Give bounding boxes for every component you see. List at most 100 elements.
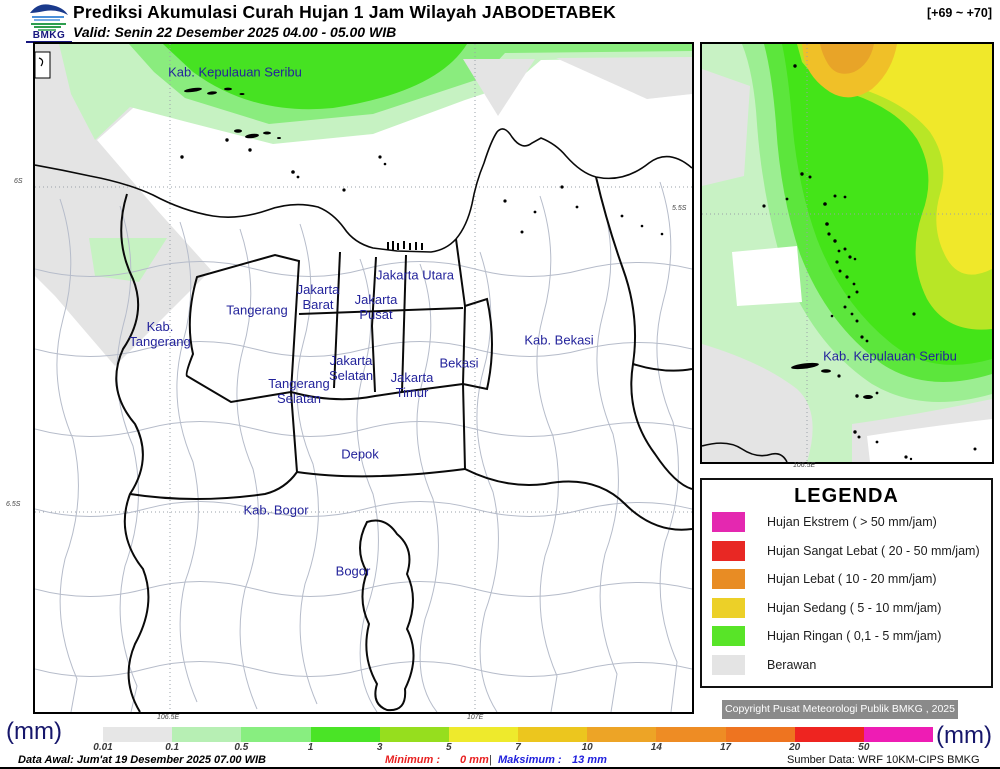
legend-item-0: Hujan Ekstrem ( > 50 mm/jam) <box>702 508 991 537</box>
legend-rows: Hujan Ekstrem ( > 50 mm/jam) Hujan Sangat… <box>702 508 991 679</box>
inset-island-marks <box>762 64 977 461</box>
main-map-lat-label-65s: 6.5S <box>6 501 21 508</box>
colorbar-tick-7: 7 <box>515 742 521 753</box>
bottom-border-line <box>0 767 1000 769</box>
colorbar-tick-20: 20 <box>789 742 801 753</box>
main-map-lon-label-1065e: 106.5E <box>157 714 180 721</box>
legend-title: LEGENDA <box>794 485 899 507</box>
colorbar-tick-0.1: 0.1 <box>165 742 180 753</box>
legend-item-2: Hujan Lebat ( 10 - 20 mm/jam) <box>702 565 991 594</box>
forecast-hour-range: [+69 ~ +70] <box>927 6 992 20</box>
colorbar-segment <box>448 727 519 742</box>
colorbar-tick-3: 3 <box>376 742 383 753</box>
legend-label: Hujan Ekstrem ( > 50 mm/jam) <box>767 515 937 530</box>
copyright-bar: Copyright Pusat Meteorologi Publik BMKG … <box>722 700 958 719</box>
main-map-lat-label-6s: 6S <box>14 178 23 185</box>
coastline <box>34 128 693 253</box>
valid-time-subtitle: Valid: Senin 22 Desember 2025 04.00 - 05… <box>73 24 397 40</box>
map-region-label-jakarta-utara: Jakarta Utara <box>375 267 455 283</box>
inset-lon-label-1065e: 106.5E <box>793 462 816 469</box>
legend-swatch <box>712 569 745 590</box>
legend-swatch <box>712 654 745 675</box>
legend-swatch <box>712 512 745 533</box>
map-region-label-bogor: Bogor <box>335 563 371 579</box>
colorbar-tick-1: 1 <box>307 742 314 753</box>
legend-item-3: Hujan Sedang ( 5 - 10 mm/jam) <box>702 594 991 623</box>
legend-label: Hujan Sedang ( 5 - 10 mm/jam) <box>767 600 942 615</box>
colorbar-segment <box>725 727 795 742</box>
inset-graticule-lines <box>702 44 992 462</box>
footer-maksimum-label: Maksimum : <box>498 754 562 766</box>
inset-lat-label-55s: 5.5S <box>672 205 687 212</box>
island-marks <box>180 87 664 250</box>
legend-label: Berawan <box>767 657 817 672</box>
inset-map-canvas <box>701 44 992 463</box>
map-region-label-bekasi: Bekasi <box>439 355 479 371</box>
legend-item-4: Hujan Ringan ( 0,1 - 5 mm/jam) <box>702 622 991 651</box>
legend-label: Hujan Sangat Lebat ( 20 - 50 mm/jam) <box>767 543 980 558</box>
legend-panel: LEGENDA Hujan Ekstrem ( > 50 mm/jam) Huja… <box>700 478 993 688</box>
subdistrict-boundaries <box>34 181 693 713</box>
map-region-label-kab-bekasi: Kab. Bekasi <box>524 332 594 348</box>
inset-rain-shapes <box>702 44 992 462</box>
map-region-label-jakarta-barat: Jakarta Barat <box>296 282 340 312</box>
colorbar-tick-0.5: 0.5 <box>234 742 249 753</box>
colorbar-segment <box>587 727 657 742</box>
colorbar-tick-14: 14 <box>650 742 662 753</box>
map-region-label-kab-tangerang: Kab. Tangerang <box>129 319 191 349</box>
main-map-lon-label-107e: 107E <box>467 714 484 721</box>
map-region-label-kepulauan-seribu: Kab. Kepulauan Seribu <box>168 64 302 80</box>
colorbar-tick-5: 5 <box>446 742 452 753</box>
colorbar-tick-17: 17 <box>719 742 732 753</box>
district-boundaries <box>115 176 693 713</box>
colorbar-tick-50: 50 <box>858 742 870 753</box>
legend-label: Hujan Lebat ( 10 - 20 mm/jam) <box>767 572 937 587</box>
map-corner-inset-box <box>34 51 51 79</box>
colorbar-segment <box>863 727 934 742</box>
colorbar-ticks: 0.01 0.1 0.5 1 3 5 7 10 14 17 20 50 <box>93 742 933 754</box>
colorbar-tick-10: 10 <box>581 742 593 753</box>
footer-maksimum-value: 13 mm <box>572 754 607 766</box>
colorbar-segment <box>518 727 588 742</box>
footer-minimum-label: Minimum : <box>385 754 440 766</box>
footer-minimum-value: 0 mm <box>460 754 489 766</box>
colorbar-segment <box>172 727 242 742</box>
graticule-lines <box>35 44 692 712</box>
rain-area-shapes <box>59 44 692 282</box>
inset-coastline <box>701 442 788 463</box>
colorbar-segment <box>656 727 726 742</box>
colorbar-tick-0.01: 0.01 <box>93 742 113 753</box>
legend-swatch <box>712 597 745 618</box>
colorbar-unit-right: (mm) <box>936 722 992 749</box>
footer-data-awal: Data Awal: Jum'at 19 Desember 2025 07.00… <box>18 754 266 766</box>
colorbar-segment <box>103 727 173 742</box>
bmkg-logo-graphic <box>30 4 68 31</box>
map-region-label-jakarta-selatan: Jakarta Selatan <box>328 353 374 383</box>
cloud-area-shapes <box>35 44 211 366</box>
map-region-label-kab-bogor: Kab. Bogor <box>243 502 309 518</box>
map-region-label-jakarta-pusat: Jakarta Pusat <box>354 292 398 322</box>
map-region-label-jakarta-timur: Jakarta Timur <box>390 370 434 400</box>
page-title: Prediksi Akumulasi Curah Hujan 1 Jam Wil… <box>73 2 616 22</box>
footer-separator: | <box>489 754 492 766</box>
colorbar-segment <box>310 727 380 742</box>
colorbar <box>103 727 934 742</box>
footer-sumber-data: Sumber Data: WRF 10KM-CIPS BMKG <box>787 754 980 766</box>
map-region-label-depok: Depok <box>341 446 379 462</box>
legend-item-5: Berawan <box>702 651 991 680</box>
bmkg-logo: BMKG <box>26 1 72 43</box>
map-region-label-inset: Kab. Kepulauan Seribu <box>823 348 957 364</box>
legend-label: Hujan Ringan ( 0,1 - 5 mm/jam) <box>767 629 942 644</box>
map-region-label-tangerang-selatan: Tangerang Selatan <box>268 376 330 406</box>
main-map-jabodetabek: Kab. Kepulauan Seribu Kab. Tangerang Tanger… <box>33 42 694 714</box>
legend-swatch <box>712 540 745 561</box>
colorbar-segment <box>794 727 864 742</box>
colorbar-segment <box>241 727 311 742</box>
inset-map-kepulauan-seribu: Kab. Kepulauan Seribu <box>700 42 994 464</box>
main-map-canvas <box>34 44 693 713</box>
colorbar-unit-left: (mm) <box>6 718 62 745</box>
colorbar-segment <box>379 727 449 742</box>
legend-item-1: Hujan Sangat Lebat ( 20 - 50 mm/jam) <box>702 537 991 566</box>
legend-swatch <box>712 626 745 647</box>
map-region-label-tangerang: Tangerang <box>226 302 288 318</box>
